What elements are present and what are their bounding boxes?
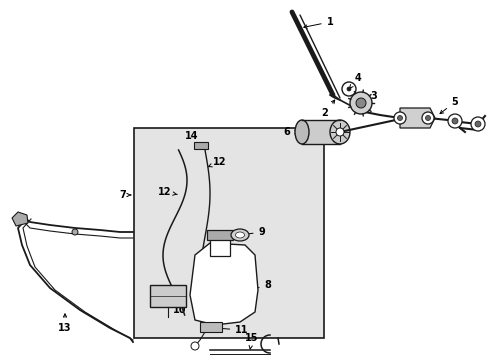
Bar [150,285,185,307]
Circle shape [397,116,402,121]
Text: 7: 7 [119,190,126,200]
Circle shape [474,121,480,127]
Text: 10: 10 [169,288,186,315]
Circle shape [346,87,350,91]
Circle shape [349,92,371,114]
Text: 2: 2 [321,100,334,118]
Text: 4: 4 [349,73,361,88]
Text: 11: 11 [219,325,248,335]
Polygon shape [399,108,434,128]
Text: 6: 6 [283,127,298,137]
Circle shape [470,117,484,131]
Circle shape [447,114,461,128]
Text: 9: 9 [244,227,265,237]
Bar [206,230,232,240]
Ellipse shape [294,120,308,144]
Text: 3: 3 [364,91,377,101]
Circle shape [355,98,365,108]
Ellipse shape [230,229,248,241]
Text: 12: 12 [158,187,177,197]
Circle shape [451,118,457,124]
Polygon shape [12,212,28,226]
Text: 13: 13 [58,314,72,333]
Ellipse shape [235,232,244,238]
Bar [302,120,339,144]
Bar [200,322,222,332]
Polygon shape [190,243,258,325]
Circle shape [425,116,429,121]
Text: 8: 8 [253,280,271,290]
Circle shape [191,342,199,350]
Ellipse shape [329,120,349,144]
Text: 5: 5 [439,97,457,114]
Bar [134,128,324,338]
Text: 1: 1 [303,17,333,28]
Text: 12: 12 [207,157,226,167]
Bar [194,142,207,149]
Circle shape [393,112,405,124]
Circle shape [421,112,433,124]
Text: 15: 15 [245,333,258,349]
Circle shape [335,128,343,136]
Text: 14: 14 [185,131,201,146]
Circle shape [72,229,78,235]
Bar [209,238,229,256]
